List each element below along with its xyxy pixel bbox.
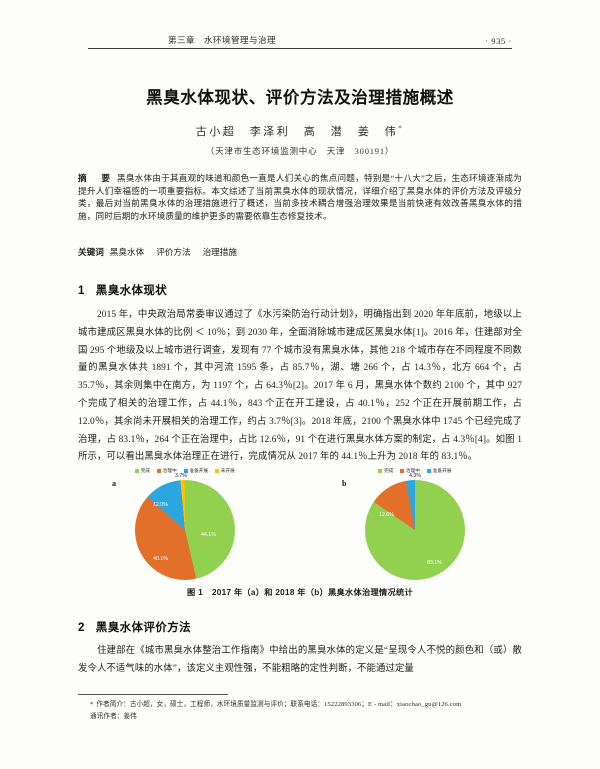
legend-swatch-icon: [215, 469, 220, 473]
pie-slices: [365, 480, 465, 580]
legend-label: 治理中: [162, 468, 177, 473]
footnote-block: * 作者简介：古小超，女，硕士，工程师，水环境质量监测与评价；联系电话：15222…: [78, 700, 522, 722]
legend-item-not-started: 未开展: [215, 468, 235, 474]
page-folio: · 935 ·: [485, 36, 512, 46]
affiliation: （天津市生态环境监测中心 天津 300191）: [205, 146, 395, 156]
legend-swatch-icon: [157, 469, 162, 473]
pie-chart-2017: 完成 治理中 准备开展 未开展 a 44.1% 40.1% 12.0% 3.7%: [78, 466, 292, 580]
panel-label-b: b: [342, 479, 347, 488]
author-names: 古小超 李泽利 高 潜 姜 伟: [195, 126, 399, 138]
slice-value-complete: 44.1%: [201, 532, 216, 538]
slice-value-complete: 83.1%: [427, 560, 442, 566]
section-number: 2: [78, 622, 85, 634]
abstract-block: 摘 要黑臭水体由于其直观的味道和颜色一直是人们关心的焦点问题，特别是“十八大”之…: [78, 172, 522, 222]
abstract-label: 摘 要: [78, 173, 114, 183]
legend-swatch-icon: [427, 469, 432, 473]
section-title: 黑臭水体评价方法: [95, 622, 191, 634]
section-heading-2: 2 黑臭水体评价方法: [78, 619, 191, 635]
legend-item-in-progress: 治理中: [157, 468, 177, 474]
section-2-paragraph: 住建部在《城市黑臭水体整治工作指南》中给出的黑臭水体的定义是“呈现令人不悦的颜色…: [78, 643, 522, 679]
figure-charts: 完成 治理中 准备开展 未开展 a 44.1% 40.1% 12.0% 3.7%…: [78, 466, 522, 584]
section-number: 1: [78, 285, 85, 297]
running-head-rule: [88, 48, 512, 49]
legend-label: 准备开展: [432, 468, 452, 473]
keywords-block: 关键词 黑臭水体 评价方法 治理措施: [78, 246, 522, 259]
footnote-bio-line: * 作者简介：古小超，女，硕士，工程师，水环境质量监测与评价；联系电话：15222…: [78, 700, 522, 711]
pie-graphic-2017: 44.1% 40.1% 12.0% 3.7%: [135, 473, 235, 580]
slice-value-not-started: 3.7%: [175, 473, 187, 479]
slice-value-preparing: 12.0%: [153, 502, 168, 508]
legend-swatch-icon: [135, 469, 140, 473]
slice-value-in-progress: 40.1%: [153, 556, 168, 562]
legend-item-in-progress: 治理中: [400, 468, 420, 474]
legend-item-preparing: 准备开展: [183, 468, 209, 474]
running-head-chapter: 第三章 水环境管理与治理: [168, 34, 276, 46]
legend-item-complete: 完成: [378, 468, 393, 474]
legend-item-preparing: 准备开展: [427, 468, 451, 474]
legend-swatch-icon: [183, 469, 188, 473]
figure-1: 完成 治理中 准备开展 未开展 a 44.1% 40.1% 12.0% 3.7%…: [78, 466, 522, 606]
running-head: 第三章 水环境管理与治理 · 935 ·: [88, 28, 512, 46]
keyword-item: 评价方法: [156, 247, 191, 257]
pie-slices: [135, 480, 235, 580]
author-list: 古小超 李泽利 高 潜 姜 伟*: [0, 123, 600, 139]
keyword-item: 黑臭水体: [109, 247, 145, 257]
keyword-item: 治理措施: [202, 247, 237, 257]
corresponding-author-line: 通讯作者：姜伟: [78, 712, 522, 723]
author-footnote-marker: *: [398, 124, 405, 133]
section-title: 黑臭水体现状: [95, 285, 168, 297]
legend-label: 完成: [140, 468, 151, 473]
chapter-number: 第三章: [168, 35, 196, 45]
legend-swatch-icon: [400, 469, 405, 473]
slice-value-in-progress: 12.6%: [379, 512, 394, 518]
legend-swatch-icon: [378, 469, 383, 473]
chapter-title: 水环境管理与治理: [204, 35, 277, 45]
legend-item-complete: 完成: [135, 468, 150, 474]
legend-2017: 完成 治理中 准备开展 未开展: [78, 466, 292, 476]
figure-caption-text: 2017 年（a）和 2018 年（b）黑臭水体治理情况统计: [211, 588, 413, 597]
abstract-text: 黑臭水体由于其直观的味道和颜色一直是人们关心的焦点问题，特别是“十八大”之后，生…: [78, 173, 522, 221]
keywords-label: 关键词: [78, 247, 104, 257]
figure-number: 图 1: [187, 588, 203, 597]
footnote-rule: [78, 694, 228, 695]
footnote-marker: *: [90, 701, 94, 708]
section-heading-1: 1 黑臭水体现状: [78, 282, 167, 298]
page-title: 黑臭水体现状、评价方法及治理措施概述: [146, 89, 454, 107]
pie-graphic-2018: 83.1% 12.6% 4.3%: [365, 473, 465, 580]
footnote-bio: 作者简介：古小超，女，硕士，工程师，水环境质量监测与评价；联系电话：152228…: [96, 701, 462, 708]
legend-label: 治理中: [406, 468, 421, 473]
legend-label: 准备开展: [189, 468, 209, 473]
section-1-paragraph: 2015 年，中央政治局常委审议通过了《水污染防治行动计划》，明确指出到 202…: [78, 307, 522, 467]
figure-caption: 图 1 2017 年（a）和 2018 年（b）黑臭水体治理情况统计: [78, 586, 522, 598]
paragraph-text: 2015 年，中央政治局常委审议通过了《水污染防治行动计划》，明确指出到 202…: [78, 310, 522, 463]
paragraph-text: 住建部在《城市黑臭水体整治工作指南》中给出的黑臭水体的定义是“呈现令人不悦的颜色…: [78, 646, 522, 674]
corresponding-author: 通讯作者：姜伟: [90, 712, 137, 720]
legend-label: 未开展: [220, 468, 235, 473]
panel-label-a: a: [112, 479, 116, 488]
slice-value-preparing: 4.3%: [409, 473, 421, 479]
pie-chart-2018: 完成 治理中 准备开展 b 83.1% 12.6% 4.3%: [308, 466, 522, 580]
legend-2018: 完成 治理中 准备开展: [308, 466, 522, 476]
legend-label: 完成: [384, 468, 394, 473]
